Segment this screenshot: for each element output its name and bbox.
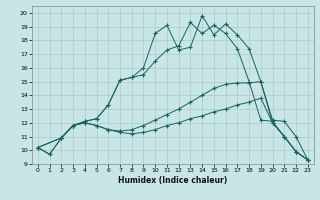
X-axis label: Humidex (Indice chaleur): Humidex (Indice chaleur) bbox=[118, 176, 228, 185]
